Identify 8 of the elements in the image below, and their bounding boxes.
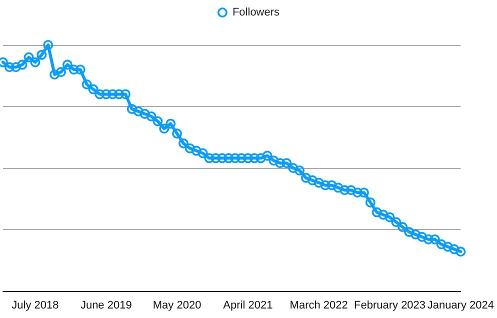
legend-label: Followers [232, 6, 280, 18]
x-tick-label: March 2022 [290, 300, 348, 312]
x-tick-label: June 2019 [80, 300, 132, 312]
x-tick-label: January 2024 [427, 300, 494, 312]
x-tick-label: July 2018 [12, 300, 59, 312]
x-tick-label: April 2021 [223, 300, 273, 312]
x-tick-label: May 2020 [152, 300, 202, 312]
x-tick-label: February 2023 [354, 300, 426, 312]
